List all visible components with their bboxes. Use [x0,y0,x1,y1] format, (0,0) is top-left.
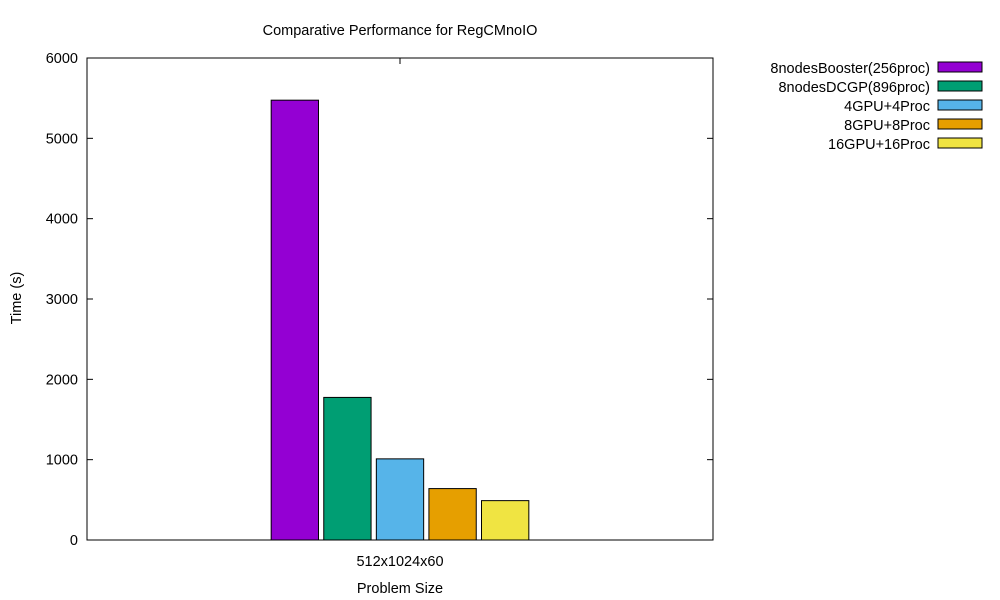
y-tick-label: 4000 [46,212,78,228]
legend-label: 8nodesBooster(256proc) [770,61,930,77]
y-tick-label: 6000 [46,51,78,67]
bar-8gpu-8proc [428,488,477,541]
legend-label: 8GPU+8Proc [844,118,930,134]
bar-8nodesbooster-256proc- [270,99,319,541]
bar-4gpu-4proc [375,458,425,541]
plot-area: 0 1000 2000 3000 4000 5000 6000 512x1024x60 [46,51,714,570]
y-tick-label: 3000 [46,292,78,308]
bar-16gpu-16proc [481,500,530,541]
chart-title: Comparative Performance for RegCMnoIO [263,23,538,39]
legend-label: 8nodesDCGP(896proc) [778,80,930,96]
y-tick-label: 2000 [46,372,78,388]
legend-swatch [937,80,983,92]
legend-label: 4GPU+4Proc [844,99,930,115]
y-axis-label: Time (s) [9,272,25,325]
legend-swatch [937,118,983,130]
y-axis-label-group: Time (s) [9,272,25,325]
y-tick-label: 5000 [46,131,78,147]
legend-label: 16GPU+16Proc [828,137,930,153]
y-tick-label: 0 [70,533,78,549]
y-tick-label: 1000 [46,453,78,469]
x-tick-label: 512x1024x60 [356,554,443,570]
x-axis-label: Problem Size [357,581,443,597]
legend: 8nodesBooster(256proc) 8nodesDCGP(896proc… [770,61,983,153]
legend-swatch [937,61,983,73]
bar-8nodesdcgp-896proc- [323,396,372,541]
legend-swatch [937,99,983,111]
legend-swatch [937,137,983,149]
